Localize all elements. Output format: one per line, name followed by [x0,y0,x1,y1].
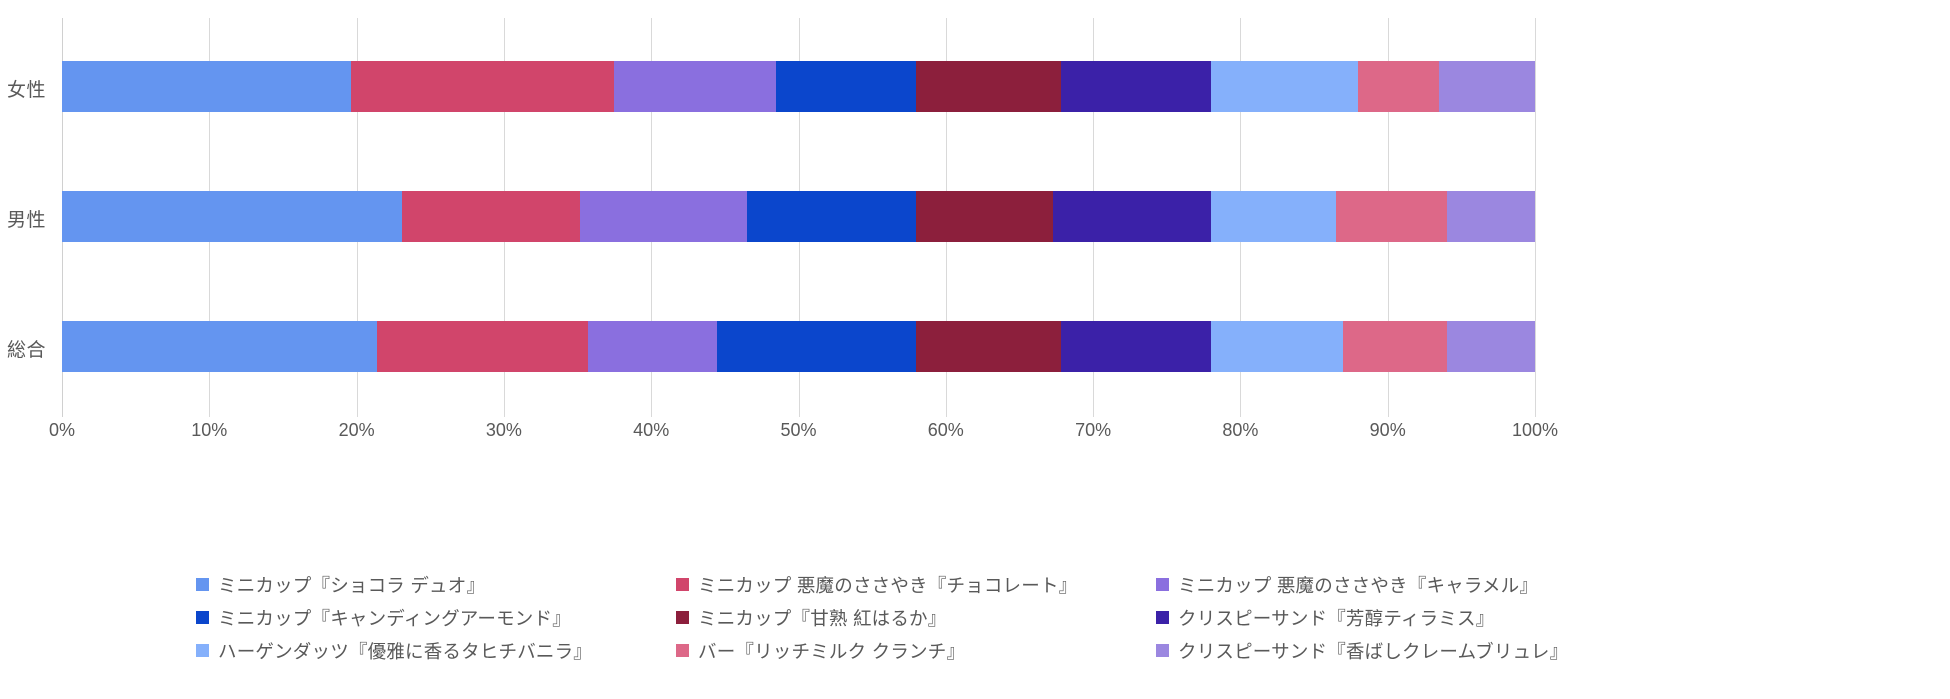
bar-segment[interactable] [62,61,351,112]
legend-swatch-icon [676,578,689,591]
legend-item[interactable]: ミニカップ 悪魔のささやき『チョコレート』 [676,568,1156,601]
bar-segment[interactable] [1439,61,1535,112]
legend-swatch-icon [1156,611,1169,624]
legend-swatch-icon [196,578,209,591]
legend-item-label: クリスピーサンド『香ばしクレームブリュレ』 [1178,640,1569,662]
bar-segment[interactable] [1343,321,1447,372]
bar-segment[interactable] [62,321,378,372]
legend-item-label: ミニカップ『甘熟 紅はるか』 [698,607,947,629]
x-axis-labels: 0% 10% 20% 30% 40% 50% 60% 70% 80% 90% 100% [49,420,1558,450]
bar-segment[interactable] [1446,321,1535,372]
x-axis-tick-label: 90% [1369,420,1406,440]
bar-segment[interactable] [1060,61,1211,112]
bar-segment[interactable] [1210,321,1344,372]
bar-segment[interactable] [62,191,403,242]
legend-item-label: ミニカップ 悪魔のささやき『キャラメル』 [1178,574,1539,596]
bar-segment[interactable] [580,191,747,242]
x-axis-tick-label: 30% [485,420,522,440]
bar-segment[interactable] [1358,61,1440,112]
legend-item[interactable]: ミニカップ 悪魔のささやき『キャラメル』 [1156,568,1636,601]
bar-segment[interactable] [916,61,1061,112]
bar-track-total [62,321,1535,372]
legend-item-label: ハーゲンダッツ『優雅に香るタヒチバニラ』 [218,640,593,662]
legend-item[interactable]: ハーゲンダッツ『優雅に香るタヒチバニラ』 [196,634,676,667]
legend-item[interactable]: クリスピーサンド『香ばしクレームブリュレ』 [1156,634,1636,667]
bar-segment[interactable] [1336,191,1447,242]
legend-item-label: ミニカップ 悪魔のささやき『チョコレート』 [698,574,1078,596]
table-row[interactable] [62,61,1535,112]
y-axis-label-2: 総合 [6,340,46,361]
bar-segment[interactable] [614,61,777,112]
legend-item-label: ミニカップ『ショコラ デュオ』 [218,574,486,596]
x-axis-tick-label: 70% [1075,420,1112,440]
bar-track-male [62,191,1535,242]
x-axis-tick-label: 100% [1511,420,1559,440]
legend-item[interactable]: ミニカップ『キャンディングアーモンド』 [196,601,676,634]
bar-segment[interactable] [1210,191,1337,242]
bar-rows [62,18,1535,417]
bar-segment[interactable] [776,61,917,112]
bar-segment[interactable] [1053,191,1211,242]
legend-item-label: バー『リッチミルク クランチ』 [698,640,966,662]
y-axis-labels: 女性 男性 総合 [0,18,56,417]
legend-swatch-icon [1156,578,1169,591]
legend-swatch-icon [676,611,689,624]
chart-legend: ミニカップ『ショコラ デュオ』 ミニカップ 悪魔のささやき『チョコレート』 ミニカッ… [196,568,1756,667]
bar-segment[interactable] [916,321,1061,372]
x-axis-tick-label: 80% [1222,420,1259,440]
table-row[interactable] [62,191,1535,242]
bar-segment[interactable] [916,191,1054,242]
x-axis-tick-label: 20% [338,420,375,440]
x-axis-tick-label: 50% [780,420,817,440]
y-axis-label-0: 女性 [6,80,46,101]
x-axis-tick-label: 10% [191,420,228,440]
legend-swatch-icon [676,644,689,657]
gridline [1535,18,1536,417]
bar-segment[interactable] [1446,191,1535,242]
bar-segment[interactable] [1060,321,1211,372]
bar-track-female [62,61,1535,112]
plot-area [62,18,1536,417]
x-axis-tick-label: 60% [927,420,964,440]
legend-item[interactable]: ミニカップ『甘熟 紅はるか』 [676,601,1156,634]
bar-segment[interactable] [350,61,615,112]
y-axis-label-1: 男性 [6,210,46,231]
legend-item-label: ミニカップ『キャンディングアーモンド』 [218,607,571,629]
legend-item[interactable]: クリスピーサンド『芳醇ティラミス』 [1156,601,1636,634]
legend-swatch-icon [196,644,209,657]
legend-swatch-icon [196,611,209,624]
bar-segment[interactable] [587,321,718,372]
bar-segment[interactable] [1210,61,1359,112]
legend-swatch-icon [1156,644,1169,657]
bar-segment[interactable] [377,321,588,372]
x-axis-tick-label: 40% [633,420,670,440]
x-axis-tick-label: 0% [48,420,76,440]
bar-segment[interactable] [746,191,917,242]
table-row[interactable] [62,321,1535,372]
legend-item[interactable]: バー『リッチミルク クランチ』 [676,634,1156,667]
legend-item[interactable]: ミニカップ『ショコラ デュオ』 [196,568,676,601]
bar-segment[interactable] [402,191,581,242]
legend-item-label: クリスピーサンド『芳醇ティラミス』 [1178,607,1495,629]
bar-segment[interactable] [717,321,917,372]
